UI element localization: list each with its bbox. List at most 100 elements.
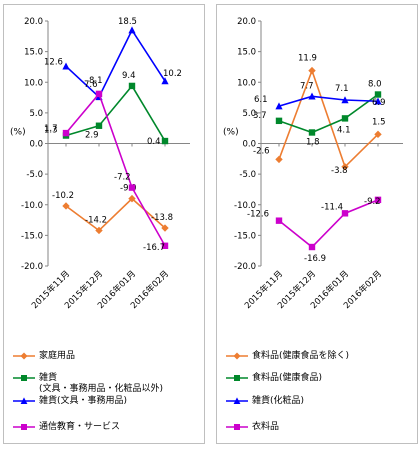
legend-marker-icon [234, 424, 240, 430]
y-tick-label: -15.0 [234, 231, 256, 241]
data-point-marker [308, 243, 316, 251]
data-point-marker [161, 242, 169, 249]
data-label: 4.1 [337, 125, 351, 135]
data-point-marker [341, 96, 349, 104]
legend-swatch-icon [226, 375, 248, 381]
data-label: -12.6 [247, 210, 269, 220]
legend-item: 衣料品 [225, 422, 279, 433]
legend-label: 雑貨 (文具・事務用品・化粧品以外) [39, 373, 164, 394]
legend-label: 家庭用品 [39, 351, 76, 361]
data-label: 1.7 [44, 124, 58, 134]
data-label: 12.6 [44, 57, 63, 67]
series-line [65, 197, 166, 232]
series-line [278, 199, 379, 249]
data-point-marker [161, 77, 169, 85]
data-point-marker [374, 130, 382, 139]
data-point-marker [374, 91, 382, 98]
data-point-marker [341, 163, 349, 171]
series-line [65, 92, 166, 247]
legend-marker-icon [21, 375, 27, 381]
legend-item: 雑貨(化粧品) [225, 396, 304, 407]
legend-marker-icon [20, 352, 28, 360]
legend-item: 雑貨(文具・事務用品) [12, 396, 127, 407]
data-label: 7.6 [84, 80, 98, 90]
data-label: 7.7 [300, 81, 314, 91]
data-label: 7.1 [335, 84, 349, 94]
data-point-marker [161, 224, 169, 232]
data-label: 1.8 [306, 137, 320, 147]
data-point-marker [275, 102, 283, 110]
data-label: 10.2 [163, 69, 182, 79]
data-point-marker [374, 97, 382, 105]
y-axis-label: (%) [223, 127, 239, 137]
y-tick-label: -10.0 [234, 201, 256, 211]
data-label: -16.7 [143, 243, 165, 253]
data-label: 8.0 [368, 80, 382, 90]
legend-label: 通信教育・サービス [39, 422, 121, 432]
data-label: -7.2 [114, 173, 131, 183]
y-tick-label: -5.0 [26, 170, 43, 180]
legend-marker-icon [20, 397, 28, 404]
series-line [65, 28, 166, 99]
data-point-marker [275, 217, 283, 224]
legend-label: 雑貨(文具・事務用品) [39, 396, 128, 406]
series-line [65, 84, 166, 142]
data-label: 3.7 [253, 111, 267, 121]
data-label: 18.5 [118, 17, 137, 27]
data-label: 1.3 [44, 126, 58, 136]
data-label: 9.4 [122, 71, 136, 81]
legend-label: 食料品(健康食品) [252, 373, 323, 383]
y-axis-label: (%) [10, 127, 26, 137]
legend-swatch-icon [13, 424, 35, 430]
legend-marker-icon [21, 424, 27, 430]
legend-swatch-icon [226, 352, 248, 360]
data-label: -3.8 [331, 166, 348, 176]
data-label: -13.8 [151, 213, 173, 223]
legend-item: 食料品(健康食品を除く) [225, 351, 349, 362]
data-label: 6.1 [254, 95, 268, 105]
data-point-marker [308, 92, 316, 100]
y-tick-label: 20.0 [237, 17, 256, 27]
y-tick-label: 5.0 [242, 109, 256, 119]
data-point-marker [128, 194, 136, 203]
data-point-marker [128, 26, 136, 34]
data-label: 6.9 [372, 98, 386, 108]
data-point-marker [95, 122, 103, 129]
legend-label: 食料品(健康食品を除く) [252, 351, 350, 361]
y-tick-label: 0.0 [29, 140, 43, 150]
data-label: -9.2 [364, 197, 381, 207]
chart-left-svg: 20.0 15.0 10.0 5.0 0.0 -5.0 -10.0 -15.0 -20.0 (%)… [10, 17, 190, 311]
data-label: 1.5 [372, 117, 386, 127]
data-point-marker [161, 137, 169, 145]
y-tick-label: 0.0 [242, 140, 256, 150]
legend-item: 雑貨 (文具・事務用品・化粧品以外) [12, 373, 163, 395]
legend-item: 通信教育・サービス [12, 422, 120, 433]
data-point-marker [341, 115, 349, 122]
y-tick-label: -20.0 [21, 262, 43, 272]
data-label: -16.9 [304, 254, 326, 264]
y-tick-label: -15.0 [21, 231, 43, 241]
data-point-marker [62, 129, 70, 137]
legend-swatch-icon [226, 397, 248, 404]
y-tick-label: 20.0 [24, 17, 43, 27]
legend-swatch-icon [13, 375, 35, 381]
chart-panel-right: 20.0 15.0 10.0 5.0 0.0 -5.0 -10.0 -15.0 -20.0 (%)… [216, 4, 418, 444]
data-point-marker [275, 155, 283, 164]
data-point-marker [128, 82, 136, 90]
legend-label: 衣料品 [252, 422, 280, 432]
data-label: -10.2 [52, 191, 74, 201]
data-point-marker [95, 226, 103, 235]
chart-panel-left: 20.0 15.0 10.0 5.0 0.0 -5.0 -10.0 -15.0 -20.0 (%)… [3, 4, 205, 444]
legend-swatch-icon [226, 424, 248, 430]
y-tick-label: 10.0 [237, 78, 256, 88]
data-point-marker [275, 117, 283, 125]
series-line [278, 93, 379, 134]
data-label: -2.6 [253, 146, 270, 156]
legend-swatch-icon [13, 397, 35, 404]
legend-marker-icon [233, 397, 241, 404]
data-point-marker [308, 66, 316, 75]
data-label: 11.9 [298, 54, 317, 64]
data-label: -11.4 [321, 202, 343, 212]
data-point-marker [62, 202, 70, 210]
y-tick-label: 15.0 [24, 48, 43, 58]
